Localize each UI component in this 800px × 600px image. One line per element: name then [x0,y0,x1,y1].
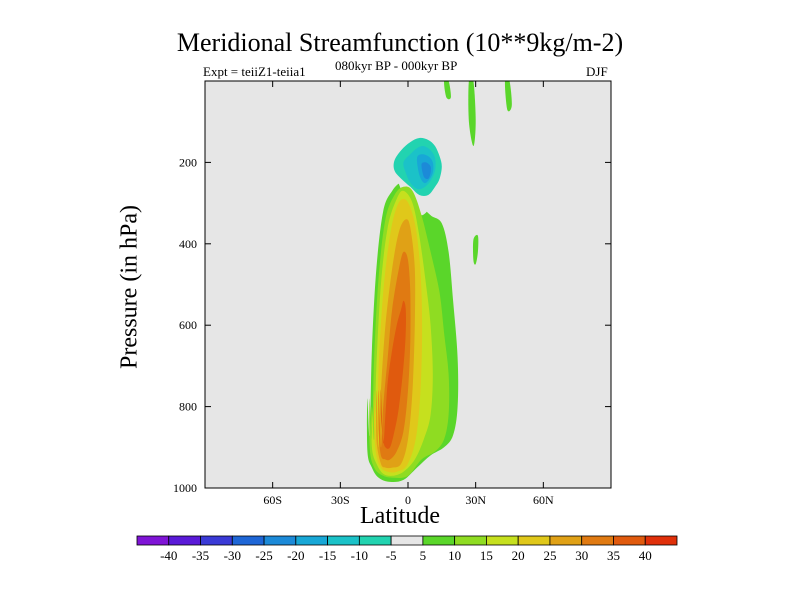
colorbar-swatch [136,535,170,546]
colorbar-swatch [581,535,614,546]
colorbar-label: -15 [319,548,336,563]
colorbar-label: -35 [192,548,209,563]
y-axis-label: Pressure (in hPa) [116,205,143,369]
colorbar-swatch [454,535,487,546]
x-axis-label: Latitude [360,503,440,529]
season-label: DJF [586,64,608,79]
region-upper-pos5-c [444,81,451,100]
chart-title: Meridional Streamfunction (10**9kg/m-2) [176,28,624,57]
colorbar-label: -30 [224,548,241,563]
y-tick-label: 800 [179,400,197,414]
x-tick-label: 30N [465,493,486,507]
colorbar-swatch [486,535,519,546]
colorbar-label: 40 [639,548,652,563]
colorbar-swatch [168,535,201,546]
region-south-sliver-neg5 [346,167,350,208]
x-tick-label: 60S [263,493,282,507]
colorbar-swatch [358,535,392,546]
colorbar-label: -10 [351,548,368,563]
region-upper-cell-neg25 [421,162,431,180]
region-upper-pos5-a [468,81,476,147]
colorbar-label: 15 [480,548,493,563]
x-tick-label: 60N [533,493,554,507]
region-tropical-cell-core [380,300,406,449]
colorbar-swatch [549,535,583,546]
colorbar-label: -5 [386,548,397,563]
colorbar-label: 10 [448,548,461,563]
region-south-band-neg5 [229,81,253,423]
region-upper-pos5-d [472,234,479,265]
x-axis: 60S 30S 0 30N 60N [263,81,554,507]
x-tick-label: 30S [331,493,350,507]
colorbar-label: -20 [287,548,304,563]
y-tick-label: 200 [179,155,197,169]
colorbar-label: 35 [607,548,620,563]
colorbar-label: -40 [160,548,177,563]
colorbar-swatch [200,535,233,546]
colorbar-label: 20 [512,548,525,563]
colorbar-swatch [613,535,646,546]
colorbar-swatch [422,535,456,546]
colorbar-swatch [263,535,297,546]
y-tick-label: 600 [179,318,197,332]
colorbar-label: 25 [543,548,556,563]
colorbar-swatch [390,535,424,546]
y-tick-label: 1000 [173,481,197,495]
colorbar: -40 -35 -30 -25 -20 -15 -10 -5 5 10 15 20 25 30 35 40 [136,535,678,563]
contour-regions [229,81,520,483]
colorbar-label: -25 [255,548,272,563]
region-north-tip-neg5 [490,170,499,217]
colorbar-swatch [517,535,551,546]
colorbar-swatch [231,535,265,546]
colorbar-swatch [327,535,360,546]
y-tick-label: 400 [179,237,197,251]
colorbar-label: 30 [575,548,588,563]
x-tick-label: 0 [405,493,411,507]
colorbar-swatch [644,535,678,546]
colorbar-label: 5 [420,548,427,563]
region-upper-pos5-b [504,81,512,112]
colorbar-swatch [295,535,328,546]
y-axis: 200 400 600 800 1000 [173,155,611,495]
experiment-label: Expt = teiiZ1-teiia1 [203,64,306,79]
region-north-band-neg5 [493,166,520,432]
time-range-label: 080kyr BP - 000kyr BP [335,58,458,73]
